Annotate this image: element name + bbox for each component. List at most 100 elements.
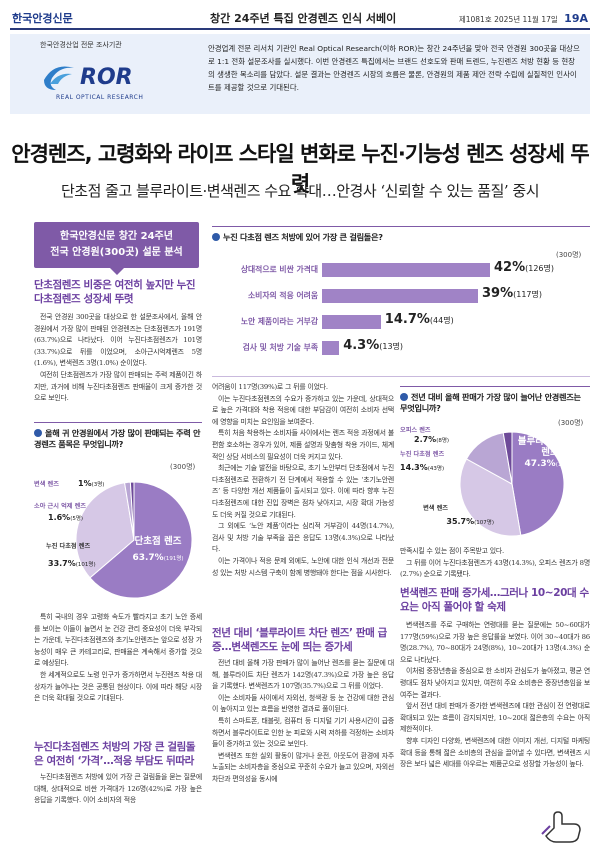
paragraph: 특히 국내의 경우 고령화 속도가 빨라지고 초기 노안 증세를 보이는 이들이…	[34, 613, 202, 668]
divider	[400, 386, 590, 387]
bullet-icon	[400, 393, 408, 401]
badge-line-2: 전국 안경원(300곳) 설문 분석	[50, 247, 183, 258]
chart3-question: 전년 대비 올해 판매가 가장 많이 늘어난 안경렌즈는 무엇입니까?	[400, 392, 581, 413]
chart2-unit: (300명)	[556, 251, 582, 259]
bar	[322, 341, 340, 355]
bar-value: 4.3%(13명)	[343, 338, 404, 353]
paragraph: 특히 처음 착용하는 소비자들 사이에서는 렌즈 적응 과정에서 불편함 호소하…	[212, 429, 394, 461]
chart1-question: 올해 귀 안경원에서 가장 많이 판매되는 주력 안경렌즈 품목은 무엇입니까?	[34, 428, 201, 449]
pie-slice-label: 단초점 렌즈	[134, 535, 181, 547]
bar	[322, 315, 381, 329]
ror-subtitle: REAL OPTICAL RESEARCH	[56, 94, 144, 101]
issue-number: 제1081호	[458, 15, 492, 24]
paragraph: 앞서 전년 대비 판매가 증가한 변색렌즈에 대한 관심이 전 연령대로 확대되…	[400, 702, 590, 734]
bar-value: 39%(117명)	[482, 286, 542, 301]
paragraph: 변색렌즈 또한 실외 활동이 많거나 운전, 아웃도어 환경에 자주 노출되는 …	[212, 751, 394, 783]
issue-date: 2025년 11월 17일	[494, 15, 558, 24]
section-heading-3: 전년 대비 ‘블루라이트 차단 렌즈’ 판매 급증…변색렌즈도 눈에 띄는 증가…	[212, 627, 387, 653]
pie-slice-label: 블루라이트 차단 렌즈	[518, 435, 583, 458]
section-heading-4: 변색렌즈 판매 증가세…그러나 10~20대 수요는 아직 풀어야 할 숙제	[400, 587, 589, 613]
pie-slice	[502, 431, 513, 485]
paragraph: 그 뒤를 이어 누진다초점렌즈가 43명(14.3%), 오피스 렌즈가 8명(…	[400, 558, 590, 579]
bar-row: 소비자의 적응 어려움 39%(117명)	[212, 286, 590, 306]
paragraph: 이는 누진다초점렌즈의 수요가 증가하고 있는 가운데, 상대적으로 높은 가격…	[212, 394, 394, 426]
chart2-question: 누진 다초점 렌즈 처방에 있어 가장 큰 걸림돌은?	[212, 232, 590, 243]
chart2-bars: 상대적으로 비싼 가격대 42%(126명) 소비자의 적응 어려움 39%(117명…	[212, 260, 590, 410]
section-title: 창간 24주년 특집 안경렌즈 인식 서베이	[210, 12, 397, 25]
chart3-unit: (300명)	[558, 419, 584, 427]
article-col2-b: 전년 대비 올해 가장 판매가 많이 늘어난 렌즈를 묻는 질문에 대해, 블루…	[212, 658, 394, 786]
masthead: 한국안경신문 창간 24주년 특집 안경렌즈 인식 서베이 제1081호 202…	[10, 8, 590, 30]
page-number: 19A	[564, 12, 588, 25]
subheadline: 단초점 줄고 블루라이트·변색렌즈 수요 확대…안경사 ‘신뢰할 수 있는 품질…	[60, 182, 540, 200]
badge-line-1: 한국안경신문 창간 24주년	[60, 231, 173, 242]
article-col2-a: 어려움이 117명(39%)로 그 뒤를 이었다. 이는 누진다초점렌즈의 수요…	[212, 382, 394, 579]
pie-slice-value: 47.3%(142명)	[524, 459, 575, 469]
section-heading-1: 단초점렌즈 비중은 여전히 높지만 누진다초점렌즈 성장세 뚜렷	[34, 279, 196, 305]
pie-slice-label: 변색 렌즈	[423, 504, 448, 512]
intro-panel: 한국안경산업 전문 조사기관 ROR REAL OPTICAL RESEARCH…	[10, 34, 590, 114]
pie-slice-label: 누진 다초점 렌즈	[400, 450, 444, 458]
pie-slice-label: 변색 렌즈	[34, 480, 59, 488]
headline: 안경렌즈, 고령화와 라이프 스타일 변화로 누진·기능성 렌즈 성장세 뚜렷	[11, 142, 589, 196]
bar	[322, 289, 478, 303]
chart1-unit: (300명)	[170, 463, 196, 471]
bar-label: 상대적으로 비싼 가격대	[240, 265, 318, 274]
pie-slice	[459, 458, 522, 537]
divider	[212, 226, 590, 227]
paragraph: 그 외에도 ‘노안 제품’이라는 심리적 거부감이 44명(14.7%), 검사…	[212, 522, 394, 554]
pie-slice-label: 소아 근시 억제 렌즈	[34, 502, 86, 510]
paragraph: 이는 가격이나 적응 문제 외에도, 노안에 대한 인식 개선과 전문성 있는 …	[212, 556, 394, 577]
paragraph: 이처럼 중장년층을 중심으로 한 소비자 관심도가 높아졌고, 평균 연령대도 …	[400, 667, 590, 699]
divider	[212, 376, 590, 377]
ror-logo: ROR	[44, 65, 133, 90]
paragraph: 누진다초점렌즈 처방에 있어 가장 큰 걸림돌을 묻는 질문에 대해, 상대적으…	[34, 773, 202, 805]
paragraph: 최근에는 기술 발전을 바탕으로, 초기 노안부터 단초점에서 누진다초점렌즈로…	[212, 464, 394, 519]
ror-brand-text: ROR	[80, 65, 133, 90]
chart1-pie: 단초점 렌즈 63.7%(191명) 누진 다초점 렌즈 33.7%(101명) 소아 …	[34, 479, 193, 599]
bar-label: 검사 및 처방 기술 부족	[242, 343, 318, 352]
bar-row: 노안 제품이라는 거부감 14.7%(44명)	[212, 312, 590, 332]
intro-org: 한국안경산업 전문 조사기관	[40, 41, 122, 49]
bar-label: 노안 제품이라는 거부감	[240, 317, 318, 326]
pie-slice-value: 63.7%(191명)	[132, 553, 183, 563]
paragraph: 특히 스마트폰, 태블릿, 컴퓨터 등 디지털 기기 사용시간이 급증하면서 블…	[212, 716, 394, 749]
intro-text: 안경업계 전문 리서치 기관인 Real Optical Research(이하…	[208, 44, 580, 92]
bar-value: 42%(126명)	[494, 260, 554, 275]
paragraph: 전년 대비 올해 가장 판매가 많이 늘어난 렌즈를 묻는 질문에 대해, 블루…	[212, 659, 394, 691]
article-col1-a: 전국 안경원 300곳을 대상으로 한 설문조사에서, 올해 안경원에서 가장 …	[34, 312, 202, 405]
paragraph: 한 세계적으로도 노령 인구가 증가하면서 누진렌즈 착용 대상자가 늘어나는 …	[34, 670, 202, 703]
section-heading-2: 누진다초점렌즈 처방의 가장 큰 걸림돌은 여전히 ‘가격’…적응 부담도 뒤따…	[34, 741, 196, 767]
pie-slice-value: 33.7%(101명)	[48, 559, 96, 568]
pie-slice	[89, 481, 193, 599]
article-col1-b: 특히 국내의 경우 고령화 속도가 빨라지고 초기 노안 증세를 보이는 이들이…	[34, 612, 202, 705]
pie-slice-value: 1%(3명)	[78, 479, 104, 488]
pie-slice-value: 2.7%(8명)	[414, 435, 449, 444]
survey-badge: 한국안경신문 창간 24주년 전국 안경원(300곳) 설문 분석	[34, 222, 199, 275]
article-col3-a: 만족시킬 수 있는 점이 주목받고 있다. 그 뒤를 이어 누진다초점렌즈가 4…	[400, 546, 590, 581]
pie-slice-value: 1.6%(5명)	[48, 513, 83, 522]
newspaper-logo: 한국안경신문	[12, 12, 73, 25]
bar-label: 소비자의 적응 어려움	[248, 291, 318, 300]
hand-pointer-icon	[541, 811, 581, 843]
pie-slice	[511, 431, 565, 536]
paragraph: 만족시킬 수 있는 점이 주목받고 있다.	[400, 547, 505, 555]
paragraph: 여전히 단초점렌즈가 가장 많이 판매되는 주력 제품이긴 하지만, 과거에 비…	[34, 370, 202, 403]
pie-slice-label: 오피스 렌즈	[400, 426, 431, 434]
article-col3-b: 변색렌즈를 주로 구매하는 연령대를 묻는 질문에는 50~60대가 177명(…	[400, 620, 590, 771]
bar-row: 검사 및 처방 기술 부족 4.3%(13명)	[212, 338, 590, 358]
pie-slice-label: 누진 다초점 렌즈	[46, 542, 90, 550]
issue-meta: 제1081호 2025년 11월 17일 19A	[459, 12, 588, 25]
bar	[322, 263, 490, 277]
paragraph: 전국 안경원 300곳을 대상으로 한 설문조사에서, 올해 안경원에서 가장 …	[34, 313, 202, 368]
pie-slice	[75, 482, 135, 579]
bullet-icon	[34, 429, 42, 437]
divider	[34, 422, 202, 423]
pie-slice-value: 35.7%(107명)	[446, 517, 494, 526]
pie-slice	[129, 481, 135, 541]
bar-row: 상대적으로 비싼 가격대 42%(126명)	[212, 260, 590, 280]
paragraph: 이는 소비자들 사이에서 자외선, 청색광 등 눈 건강에 대한 관심이 높아지…	[212, 693, 394, 714]
bar-value: 14.7%(44명)	[384, 312, 454, 327]
paragraph: 변색렌즈를 주로 구매하는 연령대를 묻는 질문에는 50~60대가 177명(…	[400, 621, 590, 664]
paragraph: 어려움이 117명(39%)로 그 뒤를 이었다.	[212, 383, 328, 391]
